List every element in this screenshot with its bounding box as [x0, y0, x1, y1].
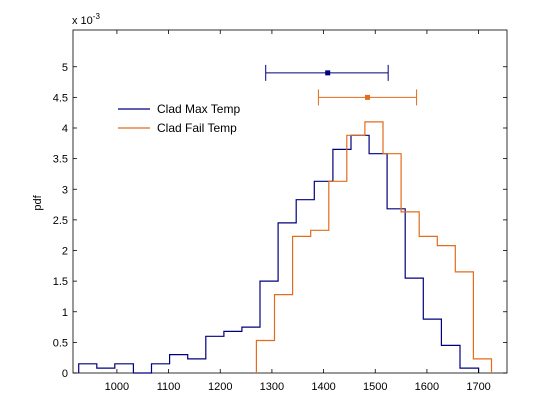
series-layer	[78, 121, 493, 374]
mean-marker	[365, 94, 370, 100]
histogram-series-clad-max-temp	[78, 134, 480, 374]
x-tick-label: 1400	[311, 381, 335, 393]
y-tick-label: 3	[62, 184, 68, 196]
y-exponent-label: x 10-3	[72, 12, 100, 27]
y-axis: 0 0.5 1 1.5 2 2.5 3 3.5 4 4.5 5	[53, 62, 507, 380]
legend-entry-clad-max-temp: Clad Max Temp	[118, 102, 240, 116]
mean-marker	[325, 70, 331, 76]
errorbar-clad-max-temp	[265, 64, 389, 81]
x-tick-label: 1300	[260, 381, 284, 393]
y-tick-label: 4	[62, 123, 68, 135]
legend-label-clad-max-temp: Clad Max Temp	[157, 102, 240, 116]
errorbar-layer	[265, 64, 418, 106]
legend: Clad Max Temp Clad Fail Temp	[118, 102, 240, 135]
y-tick-label: 3.5	[53, 154, 68, 166]
legend-label-clad-fail-temp: Clad Fail Temp	[157, 121, 237, 135]
x-tick-label: 1200	[208, 381, 232, 393]
y-tick-label: 2	[62, 246, 68, 258]
y-axis-label: pdf	[32, 194, 44, 210]
x-tick-label: 1700	[466, 381, 490, 393]
plot-area	[72, 29, 508, 374]
y-tick-label: 2.5	[53, 215, 68, 227]
y-tick-label: 5	[62, 62, 68, 74]
y-tick-label: 1.5	[53, 276, 68, 288]
errorbar-clad-fail-temp	[317, 89, 418, 106]
x-tick-label: 1500	[363, 381, 387, 393]
x-tick-label: 1000	[105, 381, 129, 393]
y-tick-label: 1	[62, 307, 68, 319]
x-tick-label: 1100	[157, 381, 181, 393]
y-tick-label: 0.5	[53, 337, 68, 349]
y-tick-label: 4.5	[53, 92, 68, 104]
histogram-series-clad-fail-temp	[255, 121, 493, 373]
x-axis: 1000 1100 1200 1300 1400 1500 1600 1700	[105, 30, 491, 393]
legend-entry-clad-fail-temp: Clad Fail Temp	[118, 121, 237, 135]
y-tick-label: 0	[62, 368, 68, 380]
x-tick-label: 1600	[415, 381, 439, 393]
